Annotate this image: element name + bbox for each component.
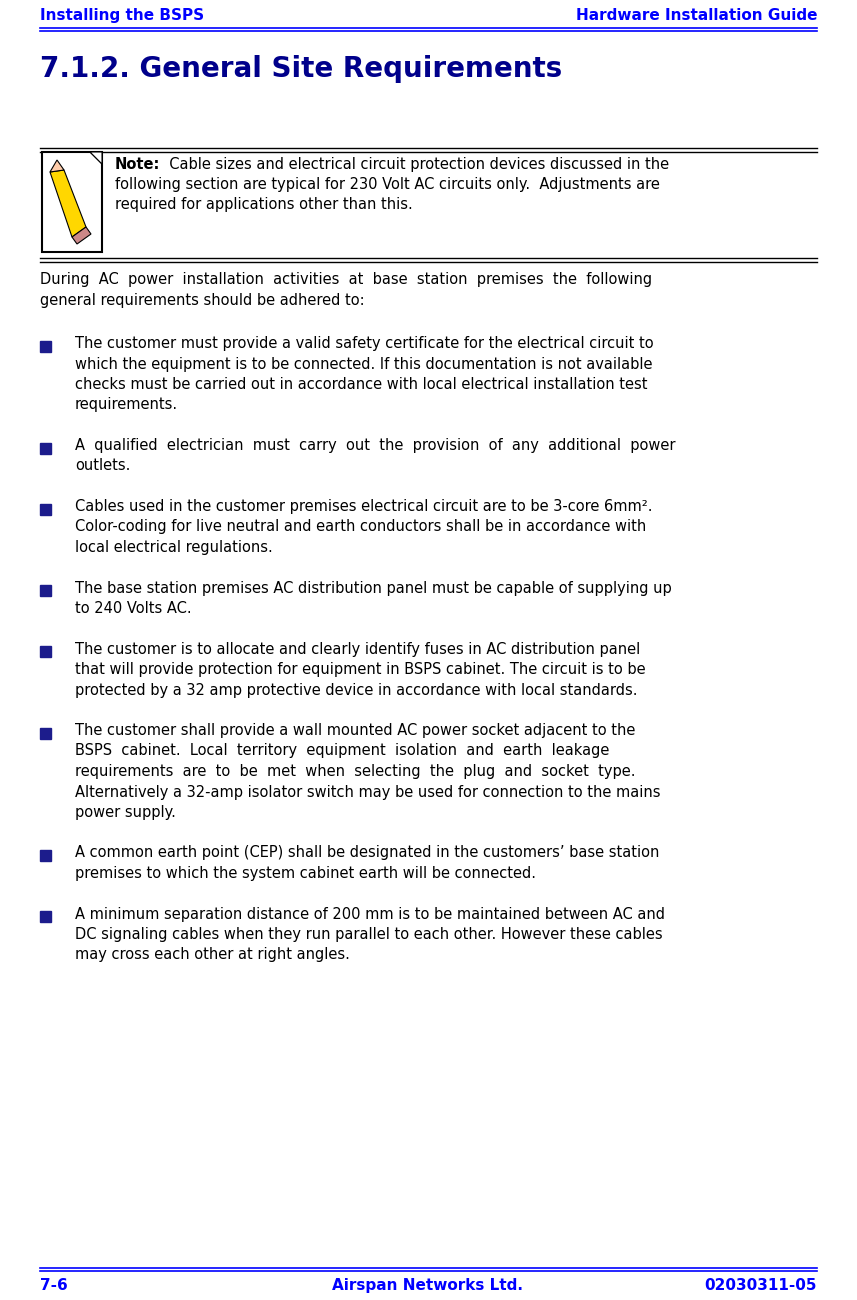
Bar [40,850,51,861]
Polygon shape [50,170,86,237]
Text: A minimum separation distance of 200 mm is to be maintained between AC and: A minimum separation distance of 200 mm … [75,906,665,922]
Text: power supply.: power supply. [75,805,176,820]
Text: protected by a 32 amp protective device in accordance with local standards.: protected by a 32 amp protective device … [75,682,638,698]
Polygon shape [90,152,102,164]
Text: requirements  are  to  be  met  when  selecting  the  plug  and  socket  type.: requirements are to be met when selectin… [75,764,636,779]
Text: The customer is to allocate and clearly identify fuses in AC distribution panel: The customer is to allocate and clearly … [75,641,640,656]
Text: which the equipment is to be connected. If this documentation is not available: which the equipment is to be connected. … [75,356,652,372]
Text: to 240 Volts AC.: to 240 Volts AC. [75,601,192,616]
Text: Alternatively a 32-amp isolator switch may be used for connection to the mains: Alternatively a 32-amp isolator switch m… [75,784,661,800]
Text: that will provide protection for equipment in BSPS cabinet. The circuit is to be: that will provide protection for equipme… [75,662,645,677]
Text: local electrical regulations.: local electrical regulations. [75,540,273,555]
Text: 7.1.2. General Site Requirements: 7.1.2. General Site Requirements [40,55,562,83]
Polygon shape [72,227,91,244]
Text: A common earth point (CEP) shall be designated in the customers’ base station: A common earth point (CEP) shall be desi… [75,845,659,861]
Text: Installing the BSPS: Installing the BSPS [40,8,204,23]
Bar [40,585,51,597]
Text: Note:: Note: [115,157,160,172]
Bar [40,911,51,922]
Text: Color-coding for live neutral and earth conductors shall be in accordance with: Color-coding for live neutral and earth … [75,520,646,534]
Text: 02030311-05: 02030311-05 [704,1278,817,1294]
Bar [40,646,51,658]
Text: During  AC  power  installation  activities  at  base  station  premises  the  f: During AC power installation activities … [40,272,652,287]
Text: 7-6: 7-6 [40,1278,68,1294]
Bar [40,504,51,515]
Bar [40,728,51,738]
Polygon shape [50,160,64,172]
Text: required for applications other than this.: required for applications other than thi… [115,198,413,212]
Text: outlets.: outlets. [75,459,130,473]
Text: DC signaling cables when they run parallel to each other. However these cables: DC signaling cables when they run parall… [75,927,662,942]
Text: general requirements should be adhered to:: general requirements should be adhered t… [40,292,364,308]
Text: Cables used in the customer premises electrical circuit are to be 3-core 6mm².: Cables used in the customer premises ele… [75,499,652,514]
Text: Hardware Installation Guide: Hardware Installation Guide [576,8,817,23]
Text: The customer shall provide a wall mounted AC power socket adjacent to the: The customer shall provide a wall mounte… [75,723,635,738]
Text: BSPS  cabinet.  Local  territory  equipment  isolation  and  earth  leakage: BSPS cabinet. Local territory equipment … [75,744,609,758]
Bar [40,443,51,454]
Text: requirements.: requirements. [75,398,178,412]
Text: checks must be carried out in accordance with local electrical installation test: checks must be carried out in accordance… [75,377,648,393]
Text: premises to which the system cabinet earth will be connected.: premises to which the system cabinet ear… [75,866,536,881]
Text: The customer must provide a valid safety certificate for the electrical circuit : The customer must provide a valid safety… [75,335,654,351]
Text: A  qualified  electrician  must  carry  out  the  provision  of  any  additional: A qualified electrician must carry out t… [75,438,675,452]
Text: following section are typical for 230 Volt AC circuits only.  Adjustments are: following section are typical for 230 Vo… [115,177,660,192]
Text: The base station premises AC distribution panel must be capable of supplying up: The base station premises AC distributio… [75,581,672,595]
Text: Airspan Networks Ltd.: Airspan Networks Ltd. [333,1278,524,1294]
Text: may cross each other at right angles.: may cross each other at right angles. [75,948,350,962]
Polygon shape [90,152,102,164]
Bar [40,341,51,352]
Text: Cable sizes and electrical circuit protection devices discussed in the: Cable sizes and electrical circuit prote… [160,157,669,172]
Bar [42,152,102,252]
